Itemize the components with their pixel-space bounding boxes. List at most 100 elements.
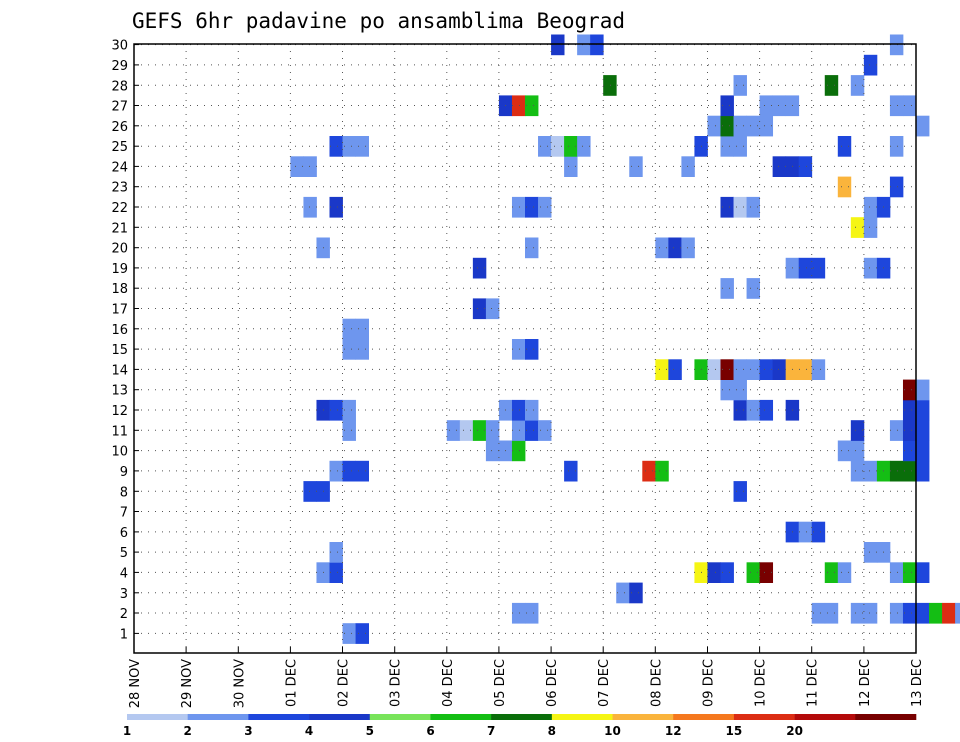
x-tick-label: 08 DEC [649,659,664,707]
heatmap-cell [616,582,630,604]
heatmap-cell [733,359,747,380]
heatmap-cell [525,237,539,259]
colorbar-label: 4 [305,724,313,738]
plot-frame [133,43,917,654]
heatmap-cell [342,399,356,421]
heatmap-cell [472,257,487,279]
heatmap-cell [511,196,526,218]
heatmap-cell [863,196,878,218]
colorbar-swatch [369,714,431,720]
heatmap-cell [511,420,526,441]
y-tick-label: 13 [111,384,128,399]
heatmap-cell [525,339,539,360]
heatmap-cell [720,95,734,117]
y-tick-label: 17 [111,303,128,318]
heatmap-cell [902,460,917,482]
heatmap-cell [916,115,930,137]
colorbar-label: 6 [426,724,434,738]
heatmap-cell [746,115,760,137]
heatmap-cell [472,420,487,441]
heatmap-cell [342,318,356,340]
heatmap-cell [863,542,878,563]
y-tick-label: 25 [111,140,128,155]
heatmap-cell [889,562,904,583]
heatmap-cell [355,623,369,644]
x-tick-label: 28 NOV [128,659,143,708]
colorbar-swatch [733,714,795,720]
colorbar-swatch [430,714,492,720]
heatmap-cell [916,399,930,421]
heatmap-cell [342,460,356,482]
heatmap-cell [355,460,369,482]
heatmap-cell [551,136,565,157]
heatmap-cell [681,237,695,259]
heatmap-cell [329,136,343,157]
y-tick-label: 7 [120,506,128,521]
heatmap-cell [681,156,695,177]
y-tick-label: 27 [111,100,128,115]
y-tick-label: 10 [111,445,128,460]
heatmap-cell [733,379,747,401]
x-tick-label: 06 DEC [545,659,560,707]
x-tick-label: 03 DEC [389,659,404,707]
heatmap-cell [538,136,552,157]
colorbar-label: 20 [786,724,803,738]
y-tick-label: 22 [111,201,128,216]
heatmap-cell [811,359,826,380]
colorbar-swatch [673,714,735,720]
heatmap-cell [707,359,721,380]
heatmap-cell [824,602,839,624]
colorbar-label: 2 [184,724,192,738]
y-tick-label: 21 [111,221,128,236]
heatmap-cell [759,562,774,583]
heatmap-cell [707,562,721,583]
heatmap-cell [759,359,774,380]
x-axis-ticks: 28 NOV 29 NOV 30 NOV 01 DEC 02 DEC 03 DEC 04 D… [128,647,925,708]
heatmap-cell [746,359,760,380]
heatmap-cell [837,176,852,198]
heatmap-cell [655,359,669,380]
y-tick-label: 6 [120,526,128,541]
heatmap-cell [655,460,669,482]
heatmap-cell [629,156,643,177]
x-tick-label: 29 NOV [180,659,195,708]
colorbar-label: 10 [604,724,621,738]
heatmap-cell [342,136,356,157]
heatmap-cell [942,602,956,624]
x-tick-label: 04 DEC [441,659,456,707]
x-tick-label: 12 DEC [858,659,873,707]
colorbar-swatch [248,714,310,720]
heatmap-cell [511,399,526,421]
colorbar-swatch [127,714,188,720]
y-tick-label: 18 [111,282,128,297]
y-tick-label: 9 [120,465,128,480]
heatmap-cell [811,521,826,543]
heatmap-cell [329,399,343,421]
y-tick-label: 24 [111,160,128,175]
y-tick-label: 11 [111,424,128,439]
heatmap-cell [916,379,930,401]
x-tick-label: 05 DEC [493,659,508,707]
colorbar-label: 12 [665,724,682,738]
heatmap-cell [342,420,356,441]
x-tick-label: 11 DEC [806,659,821,707]
x-tick-label: 10 DEC [754,659,769,707]
heatmap-cell [485,440,500,462]
heatmap-cell [902,602,917,624]
y-tick-label: 29 [111,59,128,74]
y-tick-label: 1 [120,627,128,642]
heatmap-cell [720,562,734,583]
colorbar-label: 1 [123,724,131,738]
heatmap-cell [916,460,930,482]
heatmap-cell [720,379,734,401]
x-tick-label: 30 NOV [232,659,247,708]
heatmap-cell [850,602,865,624]
y-tick-label: 19 [111,262,128,277]
heatmap-cell [733,196,747,218]
colorbar-legend: 1 2 3 4 5 6 7 8 10 12 15 20 [123,714,917,738]
y-tick-label: 12 [111,404,128,419]
y-axis-ticks: 1234567891011121314151617181920212223242… [111,39,139,642]
heatmap-cell [720,359,734,380]
heatmap-cell [577,34,591,56]
heatmap-cell [772,359,787,380]
